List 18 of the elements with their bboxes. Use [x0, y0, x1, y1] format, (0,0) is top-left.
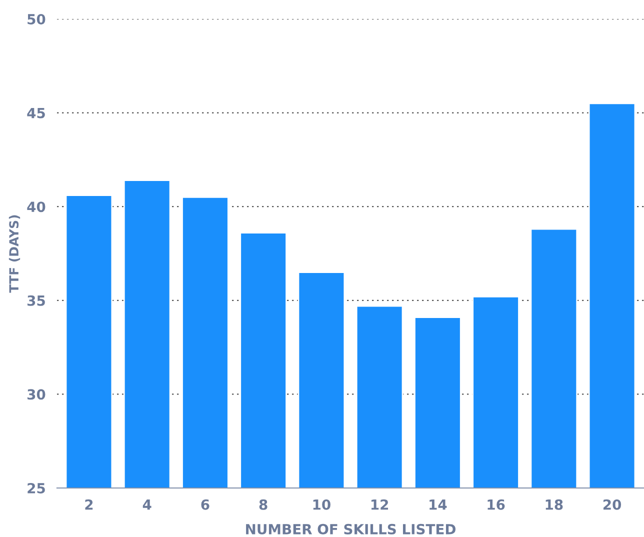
x-tick-label: 18 — [546, 499, 563, 510]
x-tick-label: 10 — [313, 499, 330, 510]
x-tick-label: 12 — [371, 499, 388, 510]
y-axis-title: TTF (DAYS) — [8, 215, 20, 293]
x-tick-label: 16 — [488, 499, 505, 510]
x-tick-label: 20 — [603, 499, 622, 510]
y-tick-label: 35 — [27, 295, 45, 306]
x-tick-label: 14 — [430, 500, 447, 510]
y-tick-label: 25 — [28, 482, 45, 494]
x-tick-label: 2 — [85, 499, 93, 510]
x-axis-title: NUMBER OF SKILLS LISTED — [246, 524, 456, 534]
x-tick-label: 4 — [142, 500, 152, 510]
y-tick-label: 50 — [28, 14, 46, 24]
y-tick-label: 30 — [27, 389, 46, 400]
y-tick-label: 40 — [27, 202, 46, 212]
x-tick-label: 6 — [201, 499, 210, 510]
y-tick-label: 45 — [27, 108, 45, 118]
x-tick-label: 8 — [259, 499, 268, 510]
